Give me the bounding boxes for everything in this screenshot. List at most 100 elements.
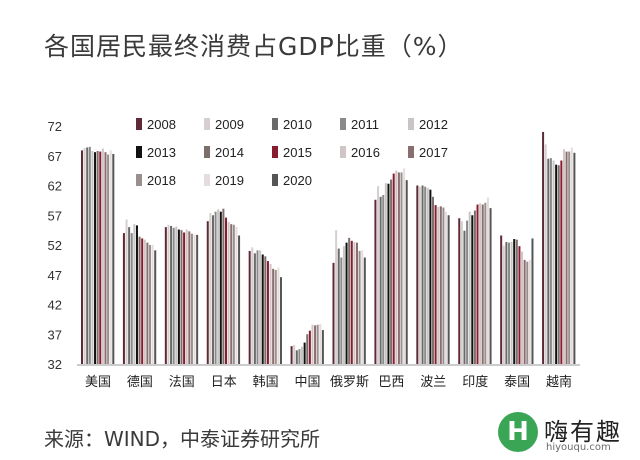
bar	[274, 269, 277, 364]
legend-label: 2012	[419, 117, 448, 132]
bar	[206, 221, 209, 364]
bar	[374, 199, 377, 364]
bar	[88, 146, 91, 364]
bar	[442, 207, 445, 364]
bar	[303, 342, 306, 364]
bar	[573, 152, 576, 364]
bar	[429, 189, 432, 364]
bar	[128, 227, 131, 364]
legend-label: 2011	[351, 117, 379, 132]
bar	[405, 180, 408, 364]
legend-swatch	[272, 146, 278, 158]
bar	[471, 215, 474, 364]
bar	[295, 350, 298, 364]
bar	[466, 220, 469, 364]
bar	[180, 230, 183, 365]
bar	[269, 264, 272, 364]
bar	[513, 239, 516, 364]
bar	[382, 195, 385, 364]
bar	[531, 238, 534, 364]
bar	[217, 209, 220, 364]
bar	[193, 234, 196, 364]
bar	[468, 211, 471, 364]
legend-label: 2008	[147, 117, 176, 132]
bar	[416, 185, 419, 364]
x-tick-label: 波兰	[420, 375, 446, 390]
bar	[358, 250, 361, 364]
bar	[526, 261, 529, 364]
bar	[337, 248, 340, 364]
bar	[542, 131, 545, 364]
legend-swatch	[340, 146, 346, 158]
bar	[379, 196, 382, 364]
bar	[489, 208, 492, 364]
bar	[321, 330, 324, 364]
bar	[238, 235, 241, 364]
bar	[353, 242, 356, 364]
bar	[154, 250, 157, 364]
legend-label: 2016	[351, 145, 380, 160]
bar	[479, 203, 482, 364]
bar	[230, 224, 233, 364]
bar	[463, 230, 466, 364]
legend-swatch	[272, 118, 278, 130]
bar	[188, 231, 191, 364]
bar	[507, 242, 510, 364]
legend-label: 2010	[283, 117, 312, 132]
bar	[395, 170, 398, 365]
watermark-logo: H 嗨有趣 hiyouqu.com	[496, 400, 638, 458]
x-tick-label: 巴西	[378, 375, 404, 390]
bar	[222, 208, 225, 364]
bar	[172, 227, 175, 364]
bar	[332, 262, 335, 364]
bar	[319, 324, 322, 364]
bar	[555, 164, 558, 364]
bar	[214, 211, 217, 364]
bar	[290, 346, 293, 364]
bar	[515, 239, 518, 364]
bar	[348, 237, 351, 364]
bar	[266, 261, 269, 364]
logo-url: hiyouqu.com	[546, 442, 611, 453]
bar	[143, 239, 146, 364]
bar	[272, 268, 275, 364]
bar	[560, 160, 563, 364]
bar	[568, 151, 571, 364]
legend-swatch	[408, 118, 414, 130]
bar	[256, 250, 259, 364]
legend-label: 2014	[215, 145, 244, 160]
source-note: 来源：WIND，中泰证券研究所	[44, 427, 321, 451]
bar	[190, 233, 193, 364]
bar	[340, 257, 343, 364]
y-tick-label: 32	[48, 357, 62, 372]
bar	[445, 211, 448, 364]
bar	[518, 246, 521, 364]
bar	[502, 245, 505, 364]
bar	[460, 221, 463, 364]
bar	[248, 250, 251, 364]
bar	[355, 242, 358, 364]
bar	[421, 185, 424, 364]
bar	[109, 150, 112, 364]
y-tick-label: 47	[48, 268, 62, 283]
x-tick-label: 韩国	[253, 375, 279, 390]
legend-label: 2018	[147, 173, 176, 188]
bar	[500, 235, 503, 364]
bar	[476, 204, 479, 364]
bar	[251, 247, 254, 364]
bar	[225, 217, 228, 364]
bar	[183, 232, 186, 364]
legend-label: 2015	[283, 145, 312, 160]
bar	[481, 204, 484, 364]
x-tick-label: 法国	[169, 375, 195, 390]
legend-swatch	[408, 146, 414, 158]
bar	[335, 230, 338, 365]
bar	[83, 148, 86, 364]
bar	[510, 242, 513, 364]
bar	[552, 160, 555, 364]
bar	[135, 225, 138, 364]
bar	[141, 238, 144, 364]
bar	[565, 151, 568, 364]
bar	[345, 242, 348, 364]
bar	[390, 179, 393, 364]
